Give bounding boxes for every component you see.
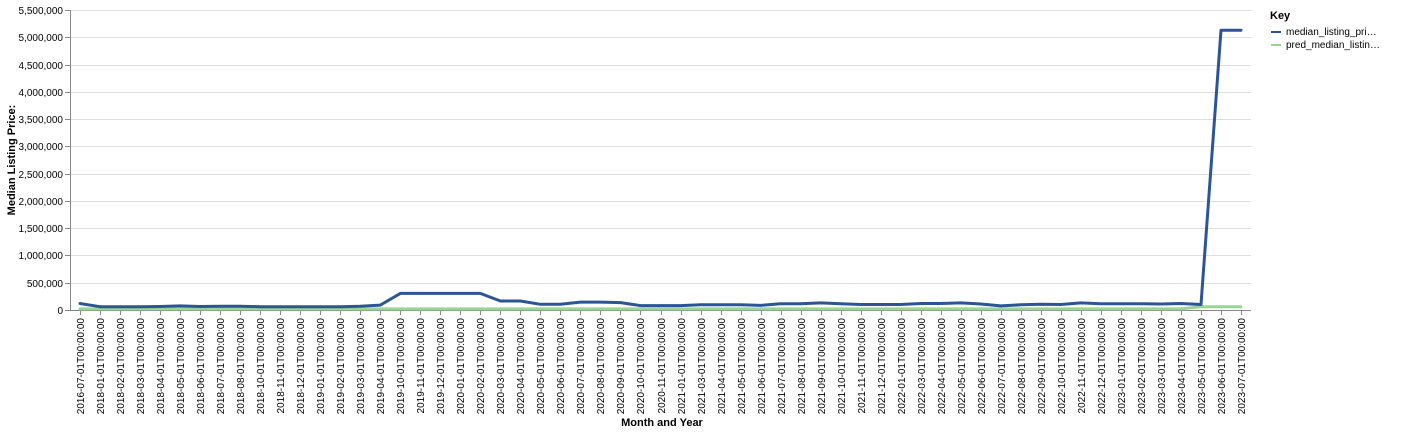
x-tick-label: 2021-05-01T00:00:00 bbox=[737, 318, 748, 415]
x-tick-label: 2019-03-01T00:00:00 bbox=[356, 318, 367, 415]
legend-item-pred[interactable]: pred_median_listin… bbox=[1286, 40, 1380, 51]
x-tick-label: 2021-03-01T00:00:00 bbox=[697, 318, 708, 415]
x-axis: 2016-07-01T00:00:00 2018-01-01T00:00:00 20… bbox=[70, 310, 1251, 414]
x-tick-label: 2022-01-01T00:00:00 bbox=[897, 318, 908, 415]
legend[interactable]: Key median_listing_pri… pred_median_list… bbox=[1270, 10, 1380, 51]
x-tick-label: 2021-12-01T00:00:00 bbox=[877, 318, 888, 415]
x-tick-label: 2023-07-01T00:00:00 bbox=[1237, 318, 1248, 415]
x-tick-label: 2021-04-01T00:00:00 bbox=[717, 318, 728, 415]
x-tick-label: 2022-04-01T00:00:00 bbox=[937, 318, 948, 415]
x-tick-label: 2016-07-01T00:00:00 bbox=[76, 318, 87, 415]
series-line-median-listing-pri[interactable] bbox=[78, 28, 1243, 309]
y-axis-title: Median Listing Price: bbox=[6, 105, 18, 216]
x-tick-label: 2019-01-01T00:00:00 bbox=[316, 318, 327, 415]
y-tick-label: 4,000,000 bbox=[19, 88, 64, 99]
y-tick-label: 4,500,000 bbox=[19, 61, 64, 72]
x-tick-label: 2019-11-01T00:00:00 bbox=[416, 318, 427, 414]
x-tick-label: 2022-10-01T00:00:00 bbox=[1057, 318, 1068, 415]
y-tick-label: 1,500,000 bbox=[19, 224, 64, 235]
x-tick-label: 2019-10-01T00:00:00 bbox=[396, 318, 407, 415]
x-tick-label: 2018-03-01T00:00:00 bbox=[136, 318, 147, 415]
x-tick-label: 2018-11-01T00:00:00 bbox=[276, 318, 287, 414]
y-axis: 0 500,000 1,000,000 1,500,000 2,000,000 2,500… bbox=[19, 6, 71, 317]
x-tick-label: 2021-06-01T00:00:00 bbox=[757, 318, 768, 415]
x-tick-label: 2020-11-01T00:00:00 bbox=[657, 318, 668, 414]
x-axis-title: Month and Year bbox=[621, 417, 703, 429]
x-tick-label: 2020-06-01T00:00:00 bbox=[556, 318, 567, 415]
x-tick-label: 2018-06-01T00:00:00 bbox=[196, 318, 207, 415]
x-tick-label: 2018-04-01T00:00:00 bbox=[156, 318, 167, 415]
x-tick-label: 2021-09-01T00:00:00 bbox=[817, 318, 828, 415]
x-tick-label: 2022-12-01T00:00:00 bbox=[1097, 318, 1108, 415]
x-tick-label: 2021-08-01T00:00:00 bbox=[797, 318, 808, 415]
x-tick-label: 2023-02-01T00:00:00 bbox=[1137, 318, 1148, 415]
y-tick-label: 3,500,000 bbox=[19, 115, 64, 126]
x-tick-label: 2020-04-01T00:00:00 bbox=[516, 318, 527, 415]
x-tick-label: 2018-12-01T00:00:00 bbox=[296, 318, 307, 415]
series-layer bbox=[78, 28, 1243, 311]
x-tick-label: 2021-07-01T00:00:00 bbox=[777, 318, 788, 415]
y-tick-label: 1,000,000 bbox=[19, 251, 64, 262]
x-tick-label: 2019-04-01T00:00:00 bbox=[376, 318, 387, 415]
x-tick-label: 2022-07-01T00:00:00 bbox=[997, 318, 1008, 415]
x-tick-label: 2020-05-01T00:00:00 bbox=[536, 318, 547, 415]
y-tick-label: 2,500,000 bbox=[19, 170, 64, 181]
x-tick-label: 2022-06-01T00:00:00 bbox=[977, 318, 988, 415]
legend-title: Key bbox=[1270, 10, 1291, 22]
x-tick-label: 2020-10-01T00:00:00 bbox=[636, 318, 647, 415]
x-tick-label: 2020-08-01T00:00:00 bbox=[596, 318, 607, 415]
y-tick-label: 2,000,000 bbox=[19, 197, 64, 208]
x-tick-label: 2021-10-01T00:00:00 bbox=[837, 318, 848, 415]
x-tick-label: 2021-01-01T00:00:00 bbox=[677, 318, 688, 415]
x-tick-label: 2023-04-01T00:00:00 bbox=[1177, 318, 1188, 415]
x-tick-label: 2018-01-01T00:00:00 bbox=[96, 318, 107, 415]
x-tick-label: 2018-02-01T00:00:00 bbox=[116, 318, 127, 415]
x-tick-label: 2018-10-01T00:00:00 bbox=[256, 318, 267, 415]
x-tick-label: 2023-05-01T00:00:00 bbox=[1197, 318, 1208, 415]
x-tick-label: 2022-11-01T00:00:00 bbox=[1077, 318, 1088, 414]
y-tick-label: 500,000 bbox=[27, 279, 64, 290]
x-tick-label: 2019-02-01T00:00:00 bbox=[336, 318, 347, 415]
x-tick-label: 2023-06-01T00:00:00 bbox=[1217, 318, 1228, 415]
x-tick-label: 2023-01-01T00:00:00 bbox=[1117, 318, 1128, 415]
y-tick-label: 5,500,000 bbox=[19, 6, 64, 17]
grid-lines bbox=[70, 10, 1251, 311]
x-tick-label: 2020-03-01T00:00:00 bbox=[496, 318, 507, 415]
x-tick-label: 2019-12-01T00:00:00 bbox=[436, 318, 447, 415]
x-tick-label: 2022-08-01T00:00:00 bbox=[1017, 318, 1028, 415]
x-tick-label: 2018-08-01T00:00:00 bbox=[236, 318, 247, 415]
y-tick-label: 3,000,000 bbox=[19, 142, 64, 153]
x-tick-label: 2020-07-01T00:00:00 bbox=[576, 318, 587, 415]
x-tick-label: 2022-03-01T00:00:00 bbox=[917, 318, 928, 415]
x-tick-label: 2018-07-01T00:00:00 bbox=[216, 318, 227, 415]
legend-item-median[interactable]: median_listing_pri… bbox=[1286, 27, 1377, 38]
x-tick-label: 2020-09-01T00:00:00 bbox=[616, 318, 627, 415]
x-tick-label: 2020-01-01T00:00:00 bbox=[456, 318, 467, 415]
x-tick-label: 2022-09-01T00:00:00 bbox=[1037, 318, 1048, 415]
x-tick-label: 2023-03-01T00:00:00 bbox=[1157, 318, 1168, 415]
x-tick-label: 2021-11-01T00:00:00 bbox=[857, 318, 868, 414]
x-tick-label: 2018-05-01T00:00:00 bbox=[176, 318, 187, 415]
y-tick-label: 5,000,000 bbox=[19, 33, 64, 44]
series-line-pred-median-listin[interactable] bbox=[78, 305, 1243, 311]
x-tick-label: 2020-02-01T00:00:00 bbox=[476, 318, 487, 415]
x-tick-label: 2022-05-01T00:00:00 bbox=[957, 318, 968, 415]
y-tick-label: 0 bbox=[57, 306, 63, 317]
